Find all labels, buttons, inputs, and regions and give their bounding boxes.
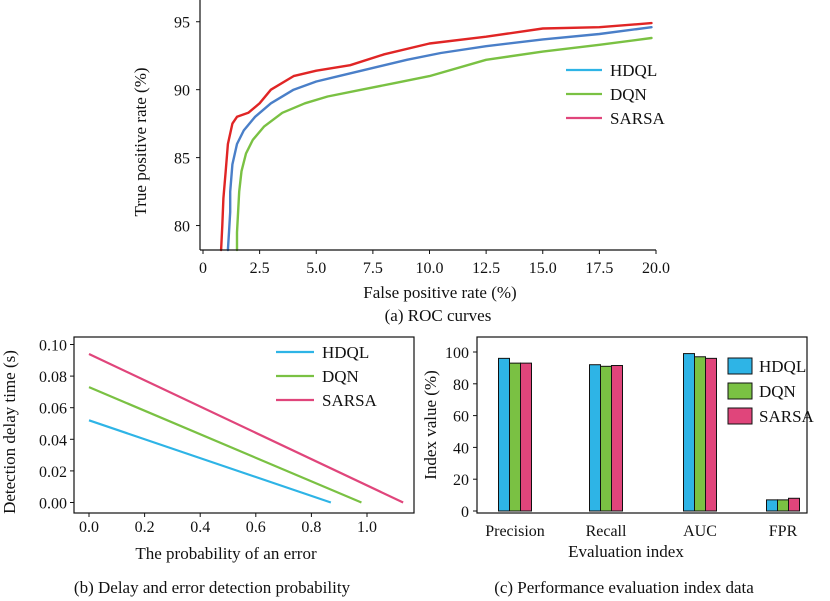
perf-legend-label-dqn: DQN bbox=[759, 382, 796, 401]
delay-y-tick-label: 0.04 bbox=[39, 432, 67, 449]
roc-x-tick-label: 20.0 bbox=[642, 260, 670, 277]
delay-y-tick-label: 0.02 bbox=[39, 464, 67, 481]
perf-ticks: Precision Recall AUC FPR 0 20 40 60 80 100 bbox=[445, 345, 798, 540]
roc-legend-label-sarsa: SARSA bbox=[610, 109, 666, 128]
bar-precision-dqn bbox=[509, 362, 521, 512]
delay-plot-frame bbox=[73, 336, 415, 514]
delay-x-tick-label: 0.0 bbox=[79, 519, 99, 536]
delay-x-tick-label: 0.4 bbox=[190, 519, 210, 536]
roc-x-tick-label: 10.0 bbox=[416, 260, 444, 277]
delay-legend-label-hdql: HDQL bbox=[322, 343, 369, 362]
roc-line-sarsa bbox=[219, 21, 653, 252]
roc-legend-label-hdql: HDQL bbox=[610, 61, 657, 80]
roc-line-dqn bbox=[235, 36, 653, 252]
perf-y-tick-label: 0 bbox=[461, 504, 469, 521]
perf-x-tick-label: Precision bbox=[485, 523, 545, 540]
perf-legend-swatch-hdql bbox=[727, 357, 753, 375]
bar-auc-hdql bbox=[683, 353, 695, 512]
delay-ticks: 0.0 0.2 0.4 0.6 0.8 1.0 0.00 0.02 0.04 0.06 0.08 0.… bbox=[39, 338, 377, 537]
roc-y-tick-label: 80 bbox=[174, 219, 190, 236]
perf-caption: (c) Performance evaluation index data bbox=[494, 578, 754, 597]
roc-y-tick-label: 85 bbox=[174, 151, 190, 168]
delay-y-tick-label: 0.08 bbox=[39, 369, 67, 386]
delay-line-dqn bbox=[88, 386, 362, 504]
perf-x-tick-label: FPR bbox=[769, 523, 798, 540]
perf-x-label: Evaluation index bbox=[568, 542, 684, 561]
roc-x-tick-label: 0 bbox=[199, 260, 207, 277]
roc-y-tick-label: 90 bbox=[174, 83, 190, 100]
roc-caption: (a) ROC curves bbox=[385, 306, 492, 325]
perf-plot-frame bbox=[476, 336, 808, 514]
bar-precision-hdql bbox=[498, 357, 510, 512]
delay-legend-label-dqn: DQN bbox=[322, 367, 359, 386]
roc-y-label: True positive rate (%) bbox=[131, 67, 150, 216]
roc-panel: 0 2.5 5.0 7.5 10.0 12.5 15.0 17.5 20.0 80 85 90 95 F… bbox=[131, 0, 670, 325]
perf-legend-swatch-dqn bbox=[727, 382, 753, 400]
roc-legend-label-dqn: DQN bbox=[610, 85, 647, 104]
roc-x-tick-label: 17.5 bbox=[585, 260, 613, 277]
delay-line-hdql bbox=[88, 419, 332, 504]
delay-legend: HDQL DQN SARSA bbox=[276, 343, 378, 410]
delay-x-label: The probability of an error bbox=[135, 544, 317, 563]
delay-y-tick-label: 0.10 bbox=[39, 338, 67, 355]
roc-x-tick-label: 12.5 bbox=[472, 260, 500, 277]
bar-auc-dqn bbox=[694, 356, 706, 512]
perf-y-tick-label: 100 bbox=[445, 345, 469, 362]
delay-y-tick-label: 0.00 bbox=[39, 496, 67, 513]
perf-y-label: Index value (%) bbox=[421, 370, 440, 480]
perf-x-tick-label: AUC bbox=[683, 523, 717, 540]
bar-fpr-dqn bbox=[777, 499, 789, 512]
perf-y-tick-label: 40 bbox=[453, 440, 469, 457]
delay-lines bbox=[88, 352, 404, 504]
roc-curves bbox=[219, 21, 653, 252]
perf-y-tick-label: 20 bbox=[453, 472, 469, 489]
bar-auc-sarsa bbox=[705, 357, 717, 512]
perf-y-tick-label: 60 bbox=[453, 409, 469, 426]
delay-panel: 0.0 0.2 0.4 0.6 0.8 1.0 0.00 0.02 0.04 0.06 0.08 0.… bbox=[0, 336, 415, 597]
bar-recall-sarsa bbox=[611, 365, 623, 512]
delay-x-tick-label: 0.6 bbox=[246, 519, 266, 536]
perf-y-tick-label: 80 bbox=[453, 377, 469, 394]
roc-y-tick-label: 95 bbox=[174, 15, 190, 32]
roc-x-label: False positive rate (%) bbox=[363, 283, 516, 302]
delay-x-tick-label: 0.8 bbox=[301, 519, 321, 536]
bar-precision-sarsa bbox=[520, 362, 532, 512]
bar-recall-hdql bbox=[589, 364, 601, 512]
roc-line-hdql bbox=[226, 26, 653, 252]
perf-x-tick-label: Recall bbox=[586, 523, 627, 540]
delay-y-label: Detection delay time (s) bbox=[0, 350, 19, 514]
delay-line-sarsa bbox=[88, 352, 404, 504]
roc-x-tick-label: 15.0 bbox=[529, 260, 557, 277]
delay-legend-label-sarsa: SARSA bbox=[322, 391, 378, 410]
perf-legend-swatch-sarsa bbox=[727, 407, 753, 425]
delay-x-tick-label: 0.2 bbox=[135, 519, 155, 536]
roc-ticks: 0 2.5 5.0 7.5 10.0 12.5 15.0 17.5 20.0 80 85 90 95 bbox=[174, 15, 670, 277]
delay-x-tick-label: 1.0 bbox=[357, 519, 377, 536]
delay-caption: (b) Delay and error detection probabilit… bbox=[74, 578, 351, 597]
bar-fpr-sarsa bbox=[788, 497, 800, 512]
delay-y-tick-label: 0.06 bbox=[39, 401, 67, 418]
roc-x-tick-label: 2.5 bbox=[250, 260, 270, 277]
perf-legend-label-hdql: HDQL bbox=[759, 357, 806, 376]
perf-panel: Precision Recall AUC FPR 0 20 40 60 80 100 Evalua… bbox=[421, 336, 815, 597]
bar-fpr-hdql bbox=[766, 499, 778, 512]
perf-legend-label-sarsa: SARSA bbox=[759, 407, 815, 426]
perf-bars bbox=[498, 353, 800, 512]
roc-x-tick-label: 5.0 bbox=[306, 260, 326, 277]
roc-legend: HDQL DQN SARSA bbox=[566, 61, 666, 128]
roc-x-tick-label: 7.5 bbox=[363, 260, 383, 277]
perf-legend: HDQL DQN SARSA bbox=[727, 357, 815, 426]
bar-recall-dqn bbox=[600, 365, 612, 512]
